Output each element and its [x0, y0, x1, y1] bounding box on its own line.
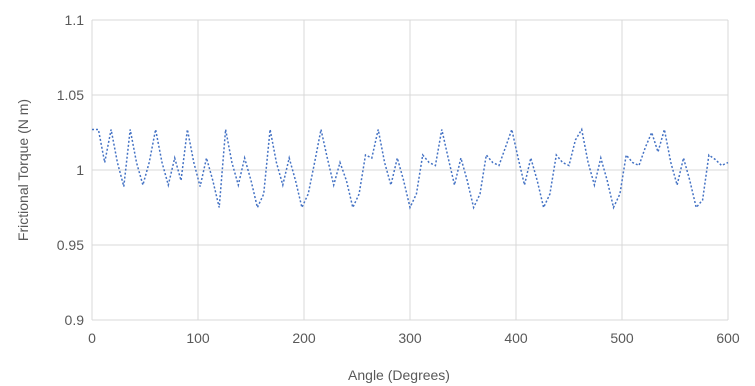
y-tick-label: 1	[76, 162, 84, 178]
grid-lines	[91, 19, 729, 321]
x-tick-label: 300	[398, 330, 422, 346]
x-axis-title: Angle (Degrees)	[348, 367, 450, 383]
x-tick-label: 600	[716, 330, 740, 346]
y-tick-label: 1.1	[65, 12, 85, 28]
y-tick-labels: 0.9 0.95 1 1.05 1.1	[57, 12, 84, 328]
x-tick-label: 200	[292, 330, 316, 346]
x-tick-labels: 0 100 200 300 400 500 600	[88, 330, 740, 346]
x-tick-label: 0	[88, 330, 96, 346]
y-axis-title: Frictional Torque (N m)	[15, 99, 31, 241]
series-line	[92, 126, 729, 210]
x-tick-label: 400	[504, 330, 528, 346]
x-tick-label: 100	[186, 330, 210, 346]
y-tick-label: 0.95	[57, 237, 84, 253]
series-group	[92, 126, 729, 210]
y-tick-label: 1.05	[57, 87, 84, 103]
x-tick-label: 500	[610, 330, 634, 346]
y-tick-label: 0.9	[65, 312, 85, 328]
